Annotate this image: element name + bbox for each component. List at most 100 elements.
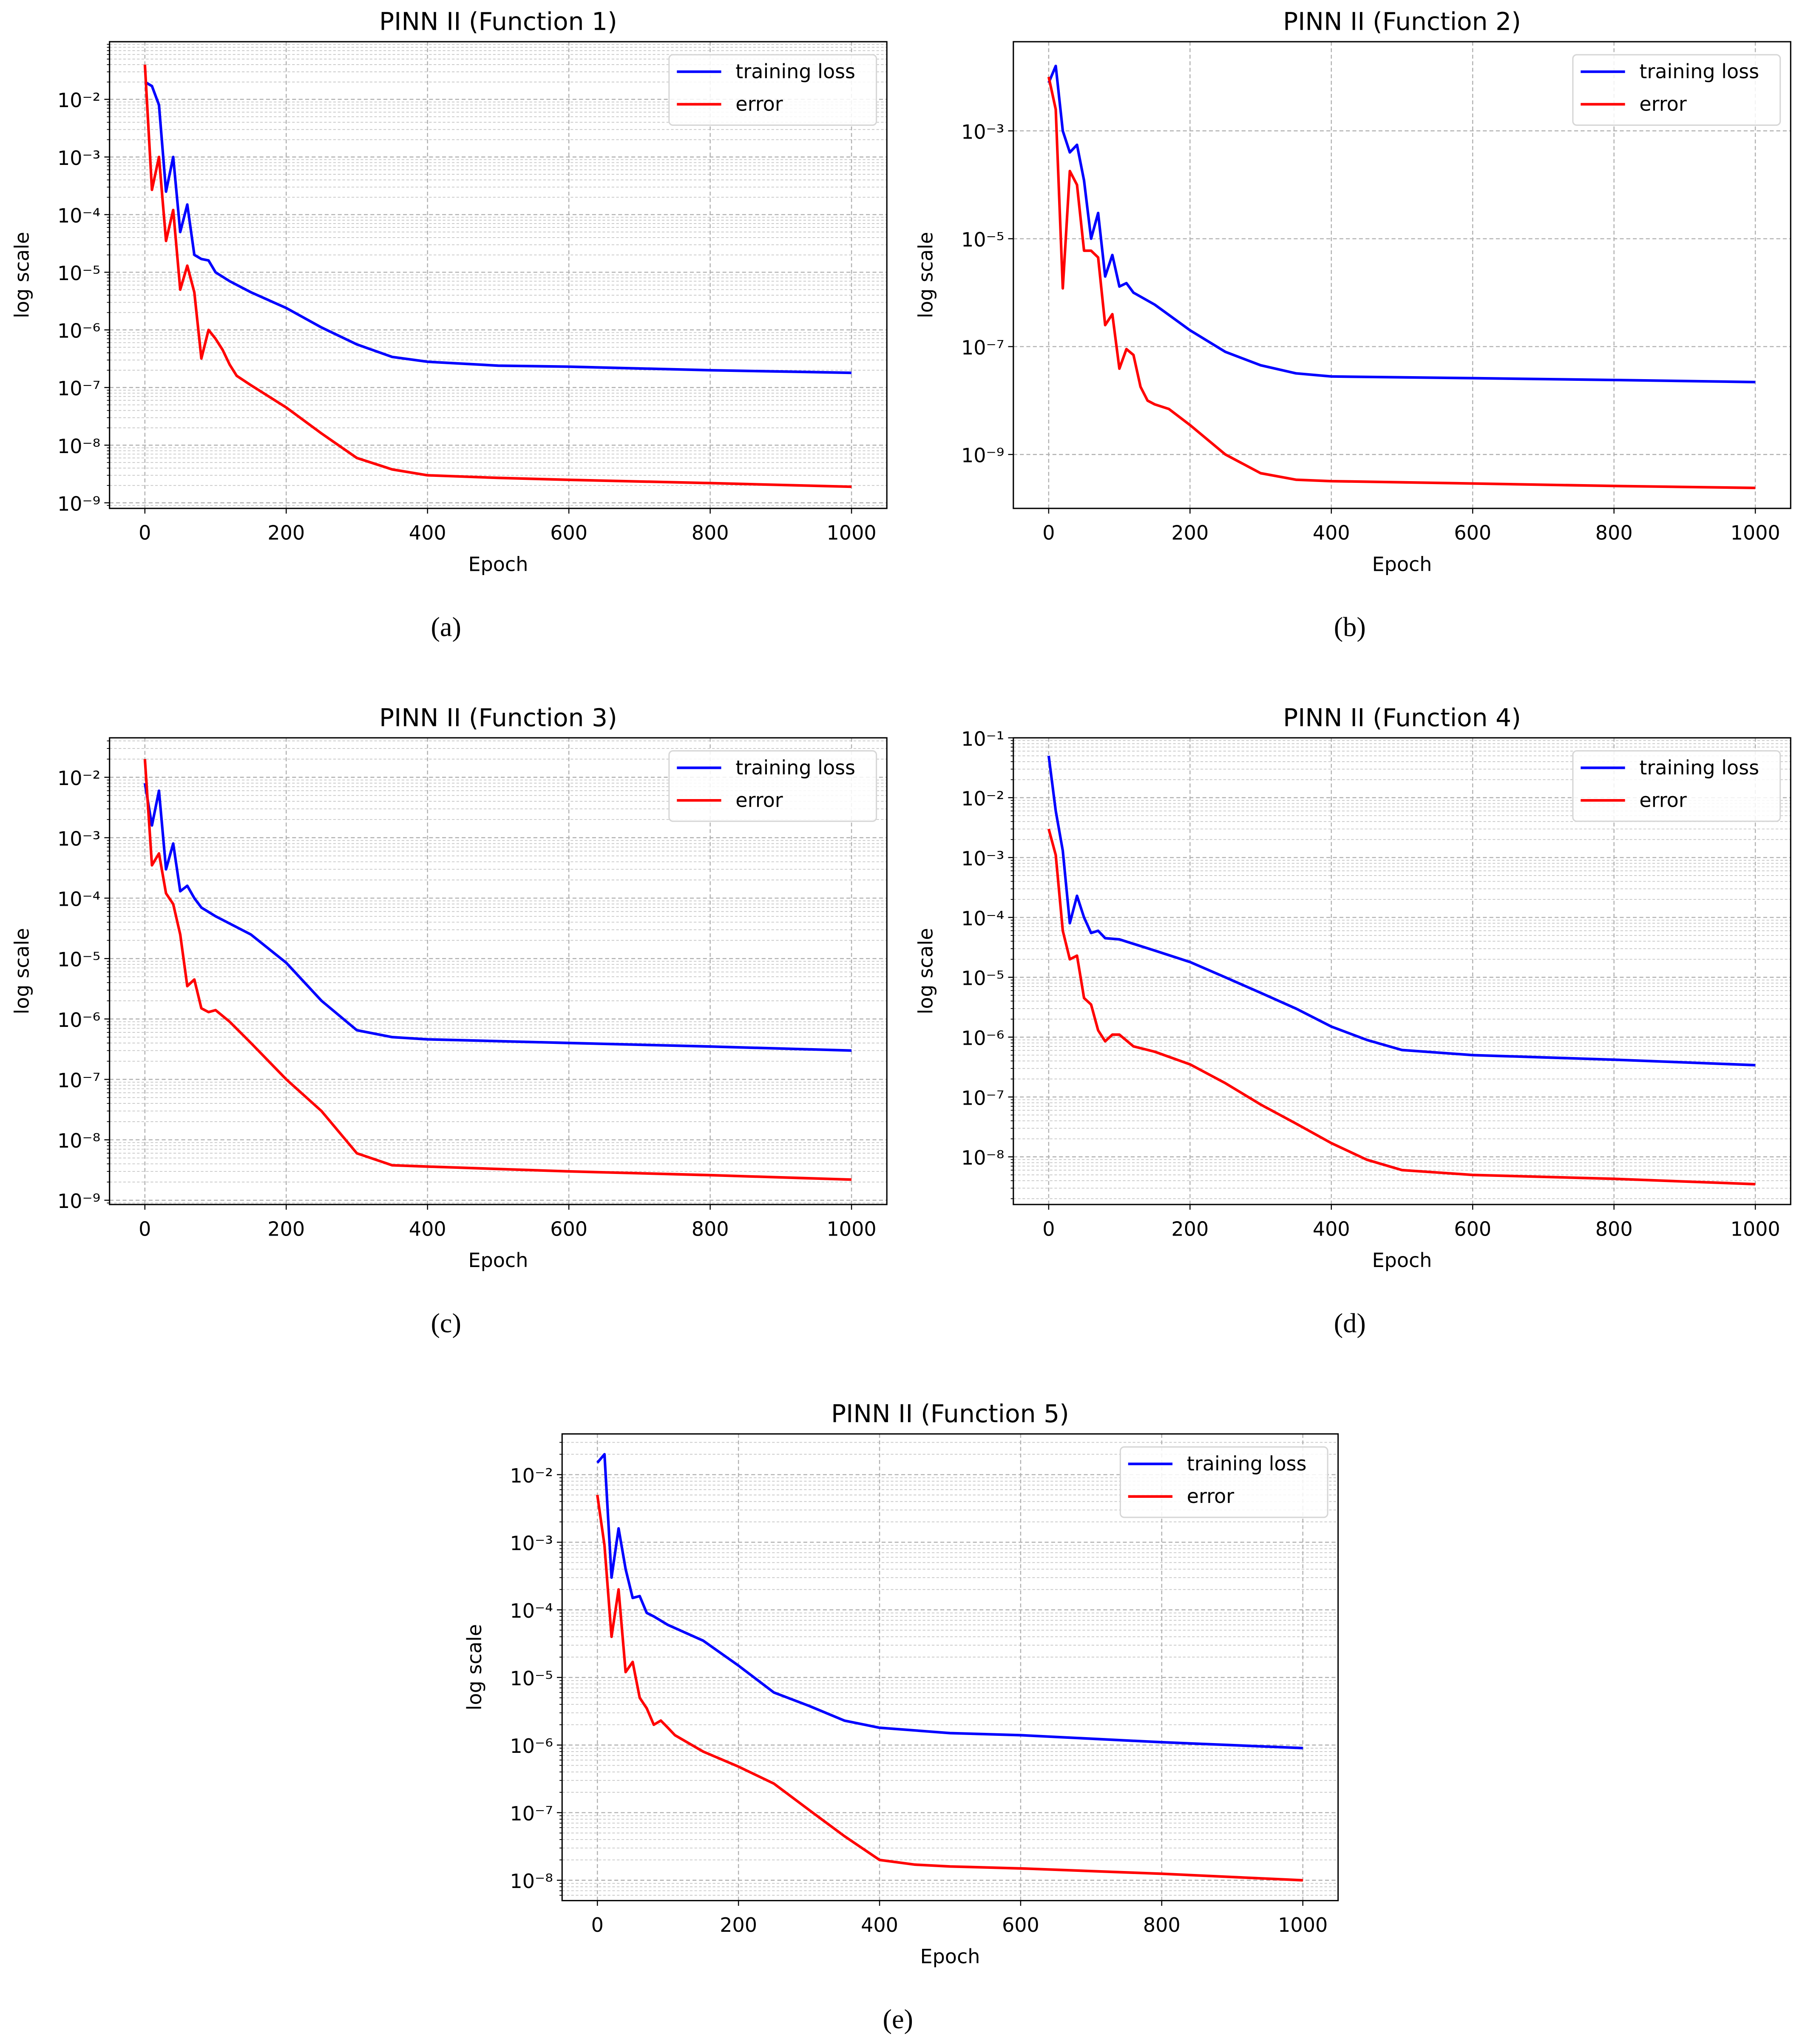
x-axis-label: Epoch xyxy=(1372,1249,1432,1272)
x-tick-label: 0 xyxy=(1042,522,1055,544)
y-tick-label: 10⁻⁹ xyxy=(961,444,1004,467)
y-tick-label: 10⁻⁴ xyxy=(57,204,100,227)
y-tick-label: 10⁻⁴ xyxy=(961,907,1004,930)
legend: training loss error xyxy=(1572,54,1781,126)
x-tick-label: 600 xyxy=(1002,1914,1039,1936)
legend: training loss error xyxy=(1572,750,1781,822)
y-axis-label: log scale xyxy=(914,928,937,1014)
chart-panel-3: 0 200 400 600 800 1000 10⁻² 10⁻³ 10⁻⁴ 10⁻⁵ 10⁻⁶ 10⁻… xyxy=(10,703,888,1338)
y-tick-label: 10⁻³ xyxy=(961,847,1004,870)
y-tick-label: 10⁻⁹ xyxy=(57,492,100,515)
legend: training loss error xyxy=(668,54,877,126)
x-axis-label: Epoch xyxy=(468,553,528,575)
series-line-training-loss xyxy=(143,783,852,1052)
subfigure-caption: (e) xyxy=(883,2004,913,2034)
legend-label: training loss xyxy=(1639,756,1759,779)
y-axis-label: log scale xyxy=(463,1624,486,1710)
y-tick-label: 10⁻⁹ xyxy=(57,1190,100,1213)
x-tick-label: 0 xyxy=(1042,1217,1055,1240)
y-tick-label: 10⁻⁴ xyxy=(57,887,100,910)
y-tick-label: 10⁻⁷ xyxy=(57,1069,100,1092)
series-line-training-loss xyxy=(596,1453,1303,1749)
y-tick-label: 10⁻² xyxy=(57,89,100,112)
series-line-error xyxy=(143,759,852,1181)
series-line-error xyxy=(1047,828,1756,1186)
x-axis-label: Epoch xyxy=(468,1249,528,1272)
x-tick-label: 1000 xyxy=(827,522,877,544)
y-tick-label: 10⁻⁷ xyxy=(510,1802,553,1825)
x-tick-label: 1000 xyxy=(1731,1217,1780,1240)
subfigure-caption: (c) xyxy=(431,1308,461,1338)
legend-label: training loss xyxy=(1187,1452,1307,1475)
x-tick-label: 400 xyxy=(1313,1217,1350,1240)
y-tick-label: 10⁻⁵ xyxy=(57,948,100,971)
x-tick-label: 0 xyxy=(139,1217,151,1240)
y-tick-label: 10⁻⁷ xyxy=(961,1086,1004,1109)
y-tick-label: 10⁻⁶ xyxy=(510,1735,553,1758)
y-tick-label: 10⁻⁶ xyxy=(57,1009,100,1032)
chart-title: PINN II (Function 2) xyxy=(1283,7,1521,36)
x-axis-label: Epoch xyxy=(1372,553,1432,575)
y-tick-label: 10⁻³ xyxy=(510,1532,553,1555)
subfigure-caption: (a) xyxy=(431,612,461,642)
x-tick-label: 600 xyxy=(550,1217,587,1240)
x-tick-label: 0 xyxy=(139,522,151,544)
plot-frame xyxy=(1013,737,1791,1205)
y-axis-label: log scale xyxy=(10,232,33,318)
chart-title: PINN II (Function 1) xyxy=(379,7,617,36)
y-tick-label: 10⁻² xyxy=(57,767,100,790)
y-tick-label: 10⁻³ xyxy=(57,827,100,850)
y-tick-label: 10⁻⁶ xyxy=(57,320,100,343)
y-tick-label: 10⁻⁷ xyxy=(961,336,1004,359)
x-tick-label: 800 xyxy=(692,522,729,544)
x-tick-label: 200 xyxy=(1171,522,1209,544)
plot-frame xyxy=(1013,41,1791,509)
series-line-error xyxy=(596,1494,1303,1882)
subfigure-caption: (b) xyxy=(1334,612,1366,642)
chart-title: PINN II (Function 5) xyxy=(831,1399,1069,1428)
legend-label: training loss xyxy=(1639,60,1759,83)
plot-frame xyxy=(561,1433,1339,1902)
chart-panel-1: 0 200 400 600 800 1000 10⁻² 10⁻³ 10⁻⁴ 10⁻⁵ 10⁻⁶ 10⁻… xyxy=(10,7,888,642)
y-tick-label: 10⁻² xyxy=(510,1464,553,1487)
x-tick-label: 600 xyxy=(550,522,587,544)
x-tick-label: 600 xyxy=(1454,1217,1491,1240)
x-tick-label: 1000 xyxy=(1278,1914,1328,1936)
x-tick-label: 1000 xyxy=(1731,522,1780,544)
series-line-training-loss xyxy=(1047,65,1756,383)
x-tick-label: 0 xyxy=(591,1914,604,1936)
legend: training loss error xyxy=(668,750,877,822)
y-tick-label: 10⁻⁶ xyxy=(961,1027,1004,1050)
chart-title: PINN II (Function 4) xyxy=(1283,703,1521,732)
y-tick-label: 10⁻¹ xyxy=(961,727,1004,750)
y-tick-label: 10⁻⁵ xyxy=(510,1667,553,1690)
x-axis-label: Epoch xyxy=(920,1945,980,1968)
y-tick-label: 10⁻⁸ xyxy=(57,435,100,458)
x-tick-label: 800 xyxy=(1143,1914,1181,1936)
legend-label: error xyxy=(735,93,783,116)
y-tick-label: 10⁻⁸ xyxy=(57,1129,100,1152)
legend: training loss error xyxy=(1119,1446,1328,1518)
x-tick-label: 400 xyxy=(1313,522,1350,544)
x-tick-label: 200 xyxy=(267,522,305,544)
y-tick-label: 10⁻³ xyxy=(961,120,1004,143)
series-line-training-loss xyxy=(144,81,852,374)
y-tick-label: 10⁻⁷ xyxy=(57,377,100,400)
y-tick-label: 10⁻⁸ xyxy=(961,1146,1004,1169)
y-tick-label: 10⁻⁵ xyxy=(961,228,1004,251)
subfigure-caption: (d) xyxy=(1334,1308,1366,1338)
legend-label: error xyxy=(1187,1485,1234,1508)
legend-label: error xyxy=(735,788,783,811)
y-tick-label: 10⁻⁵ xyxy=(961,967,1004,990)
chart-title: PINN II (Function 3) xyxy=(379,703,617,732)
series-line-training-loss xyxy=(1047,755,1756,1067)
x-tick-label: 800 xyxy=(1595,1217,1633,1240)
plot-frame xyxy=(109,41,888,509)
x-tick-label: 400 xyxy=(861,1914,898,1936)
y-tick-label: 10⁻² xyxy=(961,787,1004,810)
y-tick-label: 10⁻³ xyxy=(57,147,100,170)
legend-label: error xyxy=(1639,788,1686,811)
chart-panel-5: 0 200 400 600 800 1000 10⁻² 10⁻³ 10⁻⁴ 10⁻⁵ 10⁻⁶ 10⁻… xyxy=(463,1399,1339,2034)
x-tick-label: 600 xyxy=(1454,522,1491,544)
